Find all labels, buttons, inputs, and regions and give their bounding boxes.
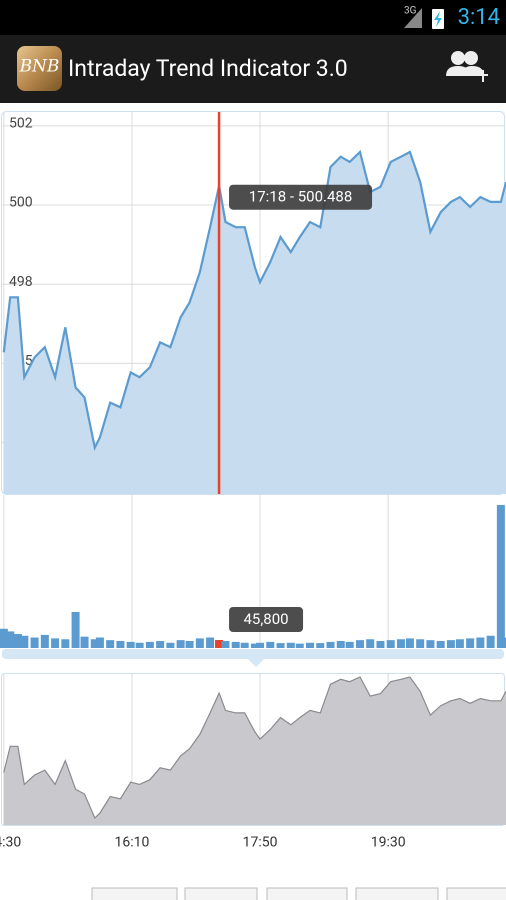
volume-bar: [231, 641, 240, 648]
logo-text: BNB: [19, 57, 60, 77]
button[interactable]: [266, 887, 348, 900]
volume-bar: [496, 504, 505, 648]
volume-bar: [306, 642, 315, 648]
volume-bar: [295, 643, 304, 648]
app-title: Intraday Trend Indicator 3.0: [68, 55, 348, 82]
volume-bar: [316, 643, 325, 648]
navigator-area: [3, 677, 506, 825]
volume-bar: [326, 641, 335, 648]
x-tick-label: 19:30: [371, 835, 406, 851]
volume-bar: [416, 639, 425, 648]
app-logo[interactable]: [17, 46, 62, 91]
volume-bar: [106, 640, 115, 648]
volume-bar: [436, 641, 445, 648]
tooltip-box: [229, 184, 373, 210]
volume-bar: [376, 641, 385, 648]
y-tick-label: 502: [9, 116, 33, 132]
add-user-icon[interactable]: [446, 51, 488, 82]
volume-bar: [126, 641, 135, 648]
volume-bar: [61, 639, 70, 648]
app-bar: [0, 35, 506, 103]
volume-bar: [166, 642, 175, 648]
bottom-buttons: [91, 887, 506, 900]
volume-bars: [0, 504, 506, 648]
y-tick-label: 498: [9, 274, 33, 290]
volume-bar: [250, 643, 259, 648]
volume-bar: [90, 639, 99, 648]
volume-bar: [95, 637, 104, 648]
volume-bar: [20, 635, 29, 648]
volume-bar: [476, 637, 485, 648]
button[interactable]: [355, 887, 439, 900]
network-type: 3G: [404, 6, 417, 17]
volume-bar: [135, 642, 144, 648]
volume-bar: [276, 643, 285, 648]
volume-bar: [71, 612, 80, 648]
volume-bar: [13, 634, 22, 648]
volume-bar: [51, 638, 60, 648]
volume-bar: [221, 641, 230, 648]
volume-bar: [466, 638, 475, 648]
price-line: [2, 149, 506, 452]
volume-bar: [240, 642, 249, 648]
volume-bar: [145, 641, 154, 648]
price-area: [3, 152, 506, 494]
volume-bar: [336, 641, 345, 648]
range-selector[interactable]: [2, 649, 504, 659]
volume-bar: [386, 640, 395, 648]
tooltip-box: [229, 607, 304, 633]
charging-bolt: [434, 11, 442, 27]
volume-bar: [266, 641, 275, 648]
volume-bar: [286, 642, 295, 648]
volume-bar: [6, 631, 15, 648]
volume-bar: [116, 641, 125, 648]
navigator-line: [3, 676, 506, 820]
button[interactable]: [184, 887, 258, 900]
tooltip-text: 45,800: [243, 610, 288, 628]
volume-bar: [405, 638, 414, 648]
button[interactable]: [91, 887, 178, 900]
volume-bar: [40, 634, 49, 648]
volume-bar: [486, 635, 495, 648]
volume-bar: [80, 636, 89, 648]
volume-bar: [195, 638, 204, 648]
volume-bar: [30, 637, 39, 648]
volume-bar: [366, 639, 375, 648]
volume-bar: [446, 640, 455, 648]
clock: 3:14: [458, 5, 500, 30]
volume-bar: [396, 639, 405, 648]
volume-bar: [355, 640, 364, 648]
volume-bar: [185, 641, 194, 648]
volume-bar: [256, 642, 265, 648]
x-tick-label: 14:30: [0, 835, 21, 851]
selector-handle[interactable]: [248, 659, 264, 667]
y-tick-label: 500: [9, 195, 33, 211]
volume-bar: [215, 640, 224, 648]
x-tick-label: 16:10: [115, 835, 150, 851]
volume-bar: [176, 640, 185, 648]
tooltip-text: 17:18 - 500.488: [249, 188, 352, 206]
volume-bar: [0, 628, 8, 648]
volume-bar: [345, 641, 354, 648]
volume-bar: [156, 641, 165, 648]
volume-bar: [502, 637, 506, 648]
volume-bar: [426, 640, 435, 648]
button[interactable]: [446, 887, 506, 900]
volume-bar: [206, 637, 215, 648]
status-bar: [0, 0, 506, 35]
volume-bar: [455, 639, 464, 648]
x-tick-label: 17:50: [243, 835, 278, 851]
signal-icon: [404, 8, 422, 28]
